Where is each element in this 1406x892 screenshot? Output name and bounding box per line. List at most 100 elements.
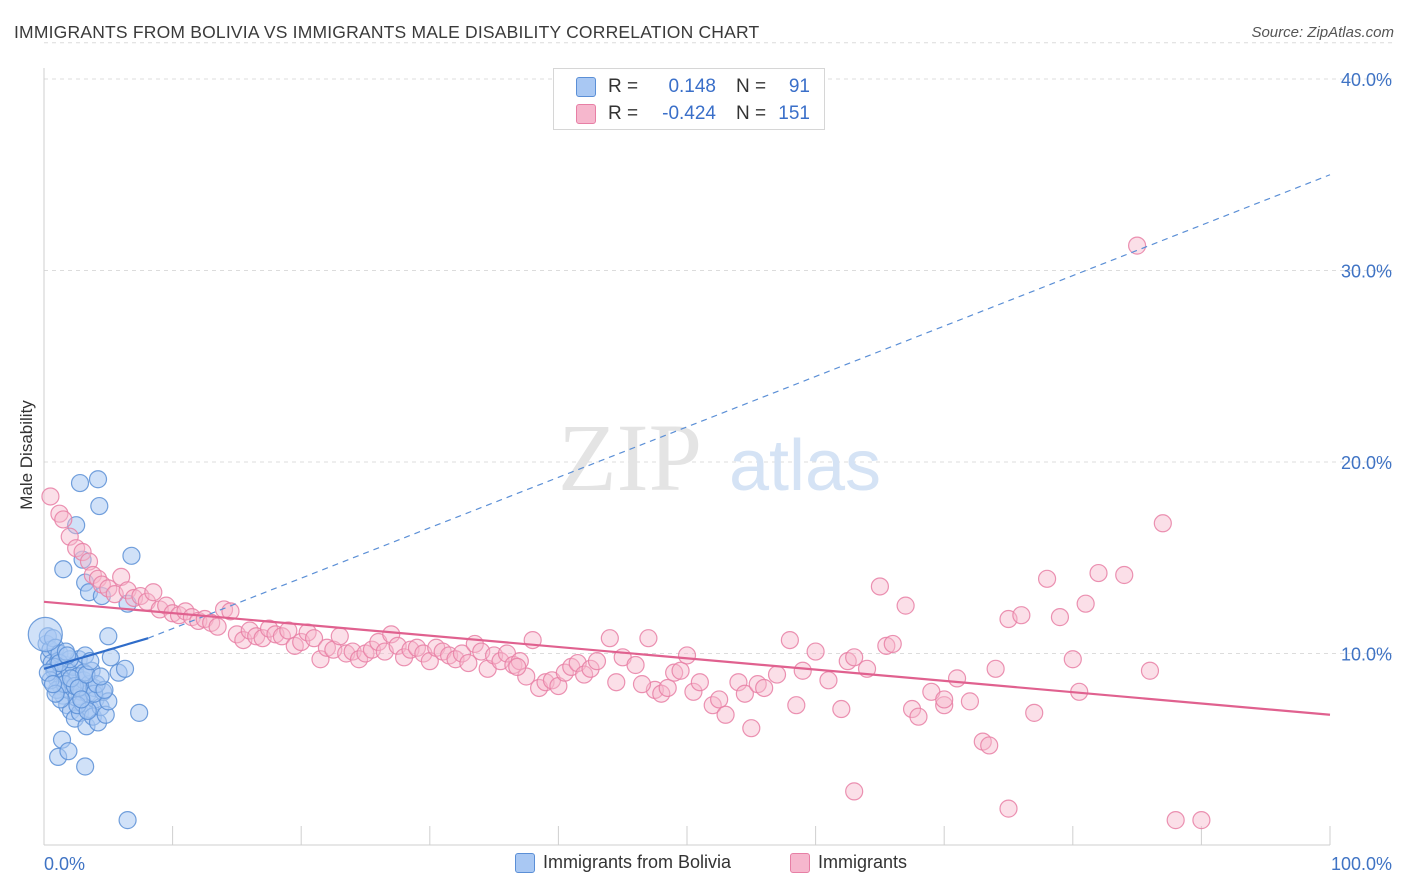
immigrants-point — [819, 671, 838, 690]
tick-labels: 10.0% 20.0% 30.0% 40.0% 0.0% 100.0% — [44, 70, 1392, 874]
legend-r-label: R = — [608, 76, 639, 97]
legend-r-label: R = — [608, 103, 639, 124]
immigrants-point — [883, 634, 902, 654]
legend-label-immigrants: Immigrants — [818, 852, 908, 872]
y-tick-label: 30.0% — [1341, 262, 1392, 282]
immigrants-point — [311, 650, 330, 669]
immigrants-point — [1076, 594, 1095, 613]
watermark-atlas: atlas — [729, 426, 881, 506]
y-tick-label: 10.0% — [1341, 645, 1392, 665]
legend-swatch-pink — [576, 104, 596, 124]
immigrants-point — [1037, 569, 1057, 588]
immigrants-point — [896, 596, 915, 615]
immigrants-point — [710, 690, 729, 709]
bolivia-point — [99, 627, 118, 646]
immigrants-point — [1115, 565, 1134, 585]
immigrants-point — [600, 629, 619, 648]
chart-title: IMMIGRANTS FROM BOLIVIA VS IMMIGRANTS MA… — [14, 22, 760, 42]
legend-item-immigrants[interactable]: Immigrants — [790, 852, 907, 873]
immigrants-point — [671, 661, 690, 680]
points-layer — [27, 236, 1211, 830]
immigrants-point — [845, 782, 864, 801]
immigrants-point — [787, 696, 806, 715]
immigrants-point — [317, 638, 337, 657]
bolivia-point — [122, 546, 141, 565]
immigrants-point — [1025, 703, 1044, 722]
immigrants-point — [1089, 563, 1108, 583]
immigrants-point — [60, 527, 79, 546]
immigrants-point — [980, 736, 999, 755]
immigrants-point — [459, 653, 478, 673]
bolivia-point — [76, 757, 95, 776]
immigrants-point — [877, 636, 896, 655]
immigrants-point — [665, 663, 684, 682]
immigrants-point — [870, 577, 890, 596]
immigrants-point — [986, 659, 1005, 678]
bolivia-trendline — [43, 637, 149, 670]
immigrants-trendline — [43, 600, 1331, 716]
immigrants-point — [677, 646, 697, 665]
immigrants-point — [73, 542, 92, 562]
immigrants-point — [716, 705, 735, 724]
legend-n-value: 151 — [778, 103, 810, 124]
immigrants-point — [279, 621, 298, 640]
immigrants-point — [960, 692, 980, 711]
legend-label-bolivia: Immigrants from Bolivia — [543, 852, 732, 872]
immigrants-point — [382, 625, 401, 644]
immigrants-point — [909, 707, 928, 726]
immigrants-point — [41, 487, 60, 506]
bolivia-point — [72, 690, 91, 709]
immigrants-point — [935, 690, 954, 709]
immigrants-point — [793, 661, 812, 680]
watermark: ZIP atlas — [558, 404, 881, 511]
bolivia-point — [115, 659, 135, 678]
immigrants-point — [767, 665, 787, 684]
immigrants-point — [690, 673, 709, 692]
legend-r-value: 0.148 — [668, 76, 716, 97]
immigrants-point — [658, 678, 677, 698]
immigrants-point — [452, 644, 472, 663]
legend-item-bolivia[interactable]: Immigrants from Bolivia — [515, 852, 731, 873]
y-tick-label: 40.0% — [1341, 70, 1392, 90]
grid-layer — [44, 42, 1392, 654]
immigrants-point — [79, 552, 99, 571]
immigrants-point — [607, 673, 626, 692]
bolivia-point — [90, 496, 109, 516]
bolivia-point — [59, 742, 78, 761]
immigrants-point — [1012, 606, 1031, 625]
immigrants-point — [1063, 650, 1082, 669]
immigrants-point — [845, 648, 864, 667]
immigrants-point — [632, 675, 652, 694]
immigrants-point — [1127, 236, 1147, 255]
x-tick-label: 100.0% — [1331, 854, 1392, 874]
immigrants-point — [1140, 661, 1160, 680]
immigrants-point — [1153, 514, 1172, 533]
y-tick-label: 20.0% — [1341, 453, 1392, 473]
legend-swatch-pink — [790, 852, 810, 873]
immigrants-point — [508, 657, 527, 677]
chart-source: Source: ZipAtlas.com — [1251, 24, 1394, 41]
legend-n-label: N = — [736, 76, 767, 97]
immigrants-point — [947, 669, 967, 688]
immigrants-point — [780, 630, 799, 650]
axis-layer — [43, 68, 1331, 846]
immigrants-point — [999, 799, 1018, 818]
legend-swatch-blue — [576, 77, 596, 97]
immigrants-point — [304, 629, 324, 648]
immigrants-point — [144, 583, 163, 602]
bolivia-point — [27, 616, 63, 652]
legend-swatch-blue — [515, 852, 535, 873]
immigrants-point — [587, 652, 607, 671]
bolivia-trendline-extension — [147, 174, 1331, 639]
immigrants-point — [684, 682, 703, 701]
bolivia-point — [88, 470, 108, 489]
immigrants-point — [742, 719, 761, 738]
legend-n-value: 91 — [788, 76, 810, 97]
immigrants-point — [639, 629, 658, 648]
watermark-zip: ZIP — [558, 404, 702, 511]
immigrants-point — [735, 684, 754, 703]
immigrants-point — [626, 655, 645, 675]
legend-n-label: N = — [736, 103, 767, 124]
immigrants-point — [1050, 608, 1070, 627]
